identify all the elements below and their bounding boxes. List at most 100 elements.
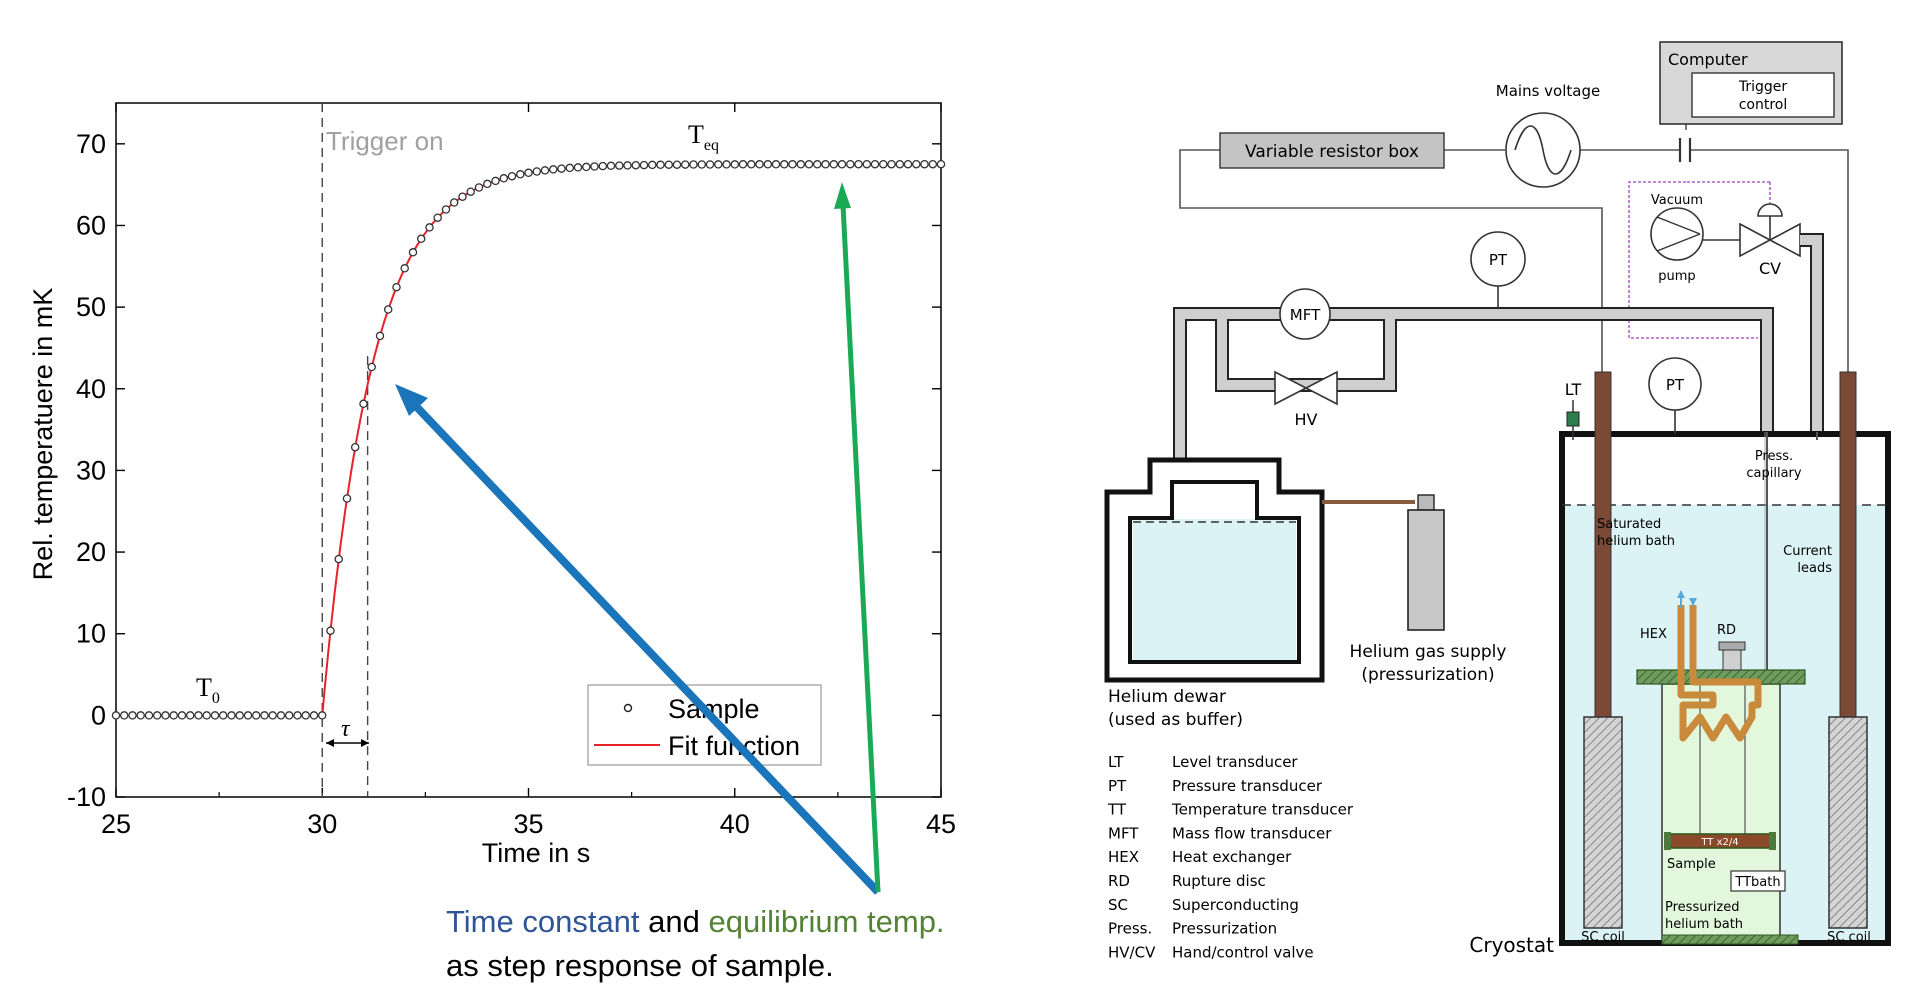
sample-point (243, 711, 253, 720)
sample-point (194, 711, 203, 720)
sample-point (846, 159, 855, 169)
t0-main: T (196, 673, 212, 702)
legend: Sample Fit function (587, 684, 822, 766)
sample-point (268, 711, 277, 720)
t0-sub: 0 (212, 690, 220, 707)
cv-label: CV (1759, 259, 1781, 278)
abbreviation-term: LT (1108, 753, 1124, 771)
sample-point (185, 711, 195, 720)
ttbath-box (1730, 870, 1786, 892)
sample-point (623, 161, 632, 170)
sample-point (466, 187, 475, 196)
saturated-line-2: helium bath (1597, 534, 1675, 549)
sample-point (788, 160, 797, 169)
sample-point (425, 223, 434, 232)
helium-dewar-line-2: (used as buffer) (1108, 710, 1243, 730)
sample-point (416, 234, 426, 244)
sample-point (383, 305, 393, 314)
pressurized-line-2: helium bath (1665, 917, 1743, 932)
sample-point (367, 362, 376, 372)
sample-point (392, 282, 401, 292)
sample-point (664, 160, 674, 169)
sample-point (169, 711, 178, 720)
computer-box: Computer Trigger control (1659, 41, 1843, 125)
sample-point (903, 159, 913, 169)
sample-point (639, 160, 649, 170)
sample-point (829, 160, 839, 169)
sample-point (887, 159, 896, 169)
mft-label: MFT (1290, 306, 1321, 324)
abbreviation-description: Superconducting (1172, 896, 1299, 914)
y-tick-label: 60 (76, 210, 106, 240)
sample-point (202, 711, 211, 720)
saturated-line-1: Saturated (1597, 517, 1661, 532)
sample-point (672, 160, 682, 169)
press-capillary-line-2: capillary (1746, 466, 1802, 481)
teq-sub: eq (704, 137, 719, 154)
helium-dewar-line-1: Helium dewar (1108, 687, 1226, 707)
sample-point (582, 162, 591, 172)
blue-arrow (409, 399, 881, 895)
sample-point (350, 442, 360, 452)
sample-point (615, 161, 624, 170)
sample-point (821, 160, 830, 169)
t0-label: T0 (196, 673, 220, 707)
sample-point (549, 165, 558, 174)
sample-points (111, 159, 946, 720)
sample-point (714, 160, 723, 169)
abbreviation-term: PT (1108, 777, 1127, 795)
trigger-control-box (1691, 72, 1835, 118)
caption-line-2: as step response of sample. (446, 948, 834, 983)
computer-label: Computer (1668, 50, 1748, 69)
sample-point (152, 711, 162, 720)
axis-ticks: 25 30 35 40 45 -10 0 10 20 30 40 50 60 70 (67, 103, 956, 839)
tt-x24-label: TT x2/4 (1700, 837, 1738, 848)
sample-point (557, 164, 566, 173)
sample-point (730, 160, 740, 169)
x-tick-label: 25 (101, 809, 131, 839)
variable-resistor-label: Variable resistor box (1245, 142, 1419, 162)
bottom-flange (1661, 934, 1799, 945)
sample-point (301, 711, 310, 720)
abbreviation-description: Pressurization (1172, 920, 1277, 938)
sample-point (532, 167, 542, 176)
green-arrow (840, 204, 881, 893)
abbreviation-term: HEX (1108, 848, 1139, 866)
abbreviation-description: Pressure transducer (1172, 777, 1323, 795)
pump-label: pump (1658, 269, 1695, 284)
sample-point (293, 711, 302, 720)
sample-point (879, 159, 888, 169)
sc-coil-right (1828, 716, 1868, 929)
y-tick-label: 0 (91, 700, 106, 730)
sample-point (813, 160, 822, 169)
rupture-disc (1718, 641, 1746, 651)
abbreviation-description: Temperature transducer (1171, 801, 1354, 819)
sample-point (326, 626, 335, 635)
helium-gas-bottle: Helium gas supply (pressurization) (1350, 494, 1506, 685)
annotation-arrows (395, 182, 881, 895)
sample-point (524, 168, 533, 178)
sample-point (260, 711, 269, 720)
abbreviation-term: TT (1107, 801, 1127, 819)
green-arrowhead (834, 182, 851, 209)
sample-point (837, 160, 847, 169)
sample-point (441, 205, 451, 214)
sample-point (161, 711, 170, 720)
sample-point (507, 171, 517, 181)
sample-point (755, 160, 764, 169)
abbreviation-description: Hand/control valve (1172, 943, 1314, 961)
abbreviation-description: Level transducer (1172, 753, 1298, 771)
sample-point (136, 711, 145, 720)
sample-point (317, 711, 327, 720)
x-tick-label: 30 (307, 809, 337, 839)
sample-point (780, 160, 789, 169)
sample-point (565, 163, 575, 173)
sc-coil-right-label: SC coil (1827, 930, 1871, 945)
abbreviation-term: MFT (1108, 824, 1139, 842)
y-tick-label: 50 (76, 292, 106, 322)
sample-point (573, 163, 583, 172)
abbreviation-description: Heat exchanger (1172, 848, 1292, 866)
helium-gas-line-2: (pressurization) (1361, 665, 1494, 685)
